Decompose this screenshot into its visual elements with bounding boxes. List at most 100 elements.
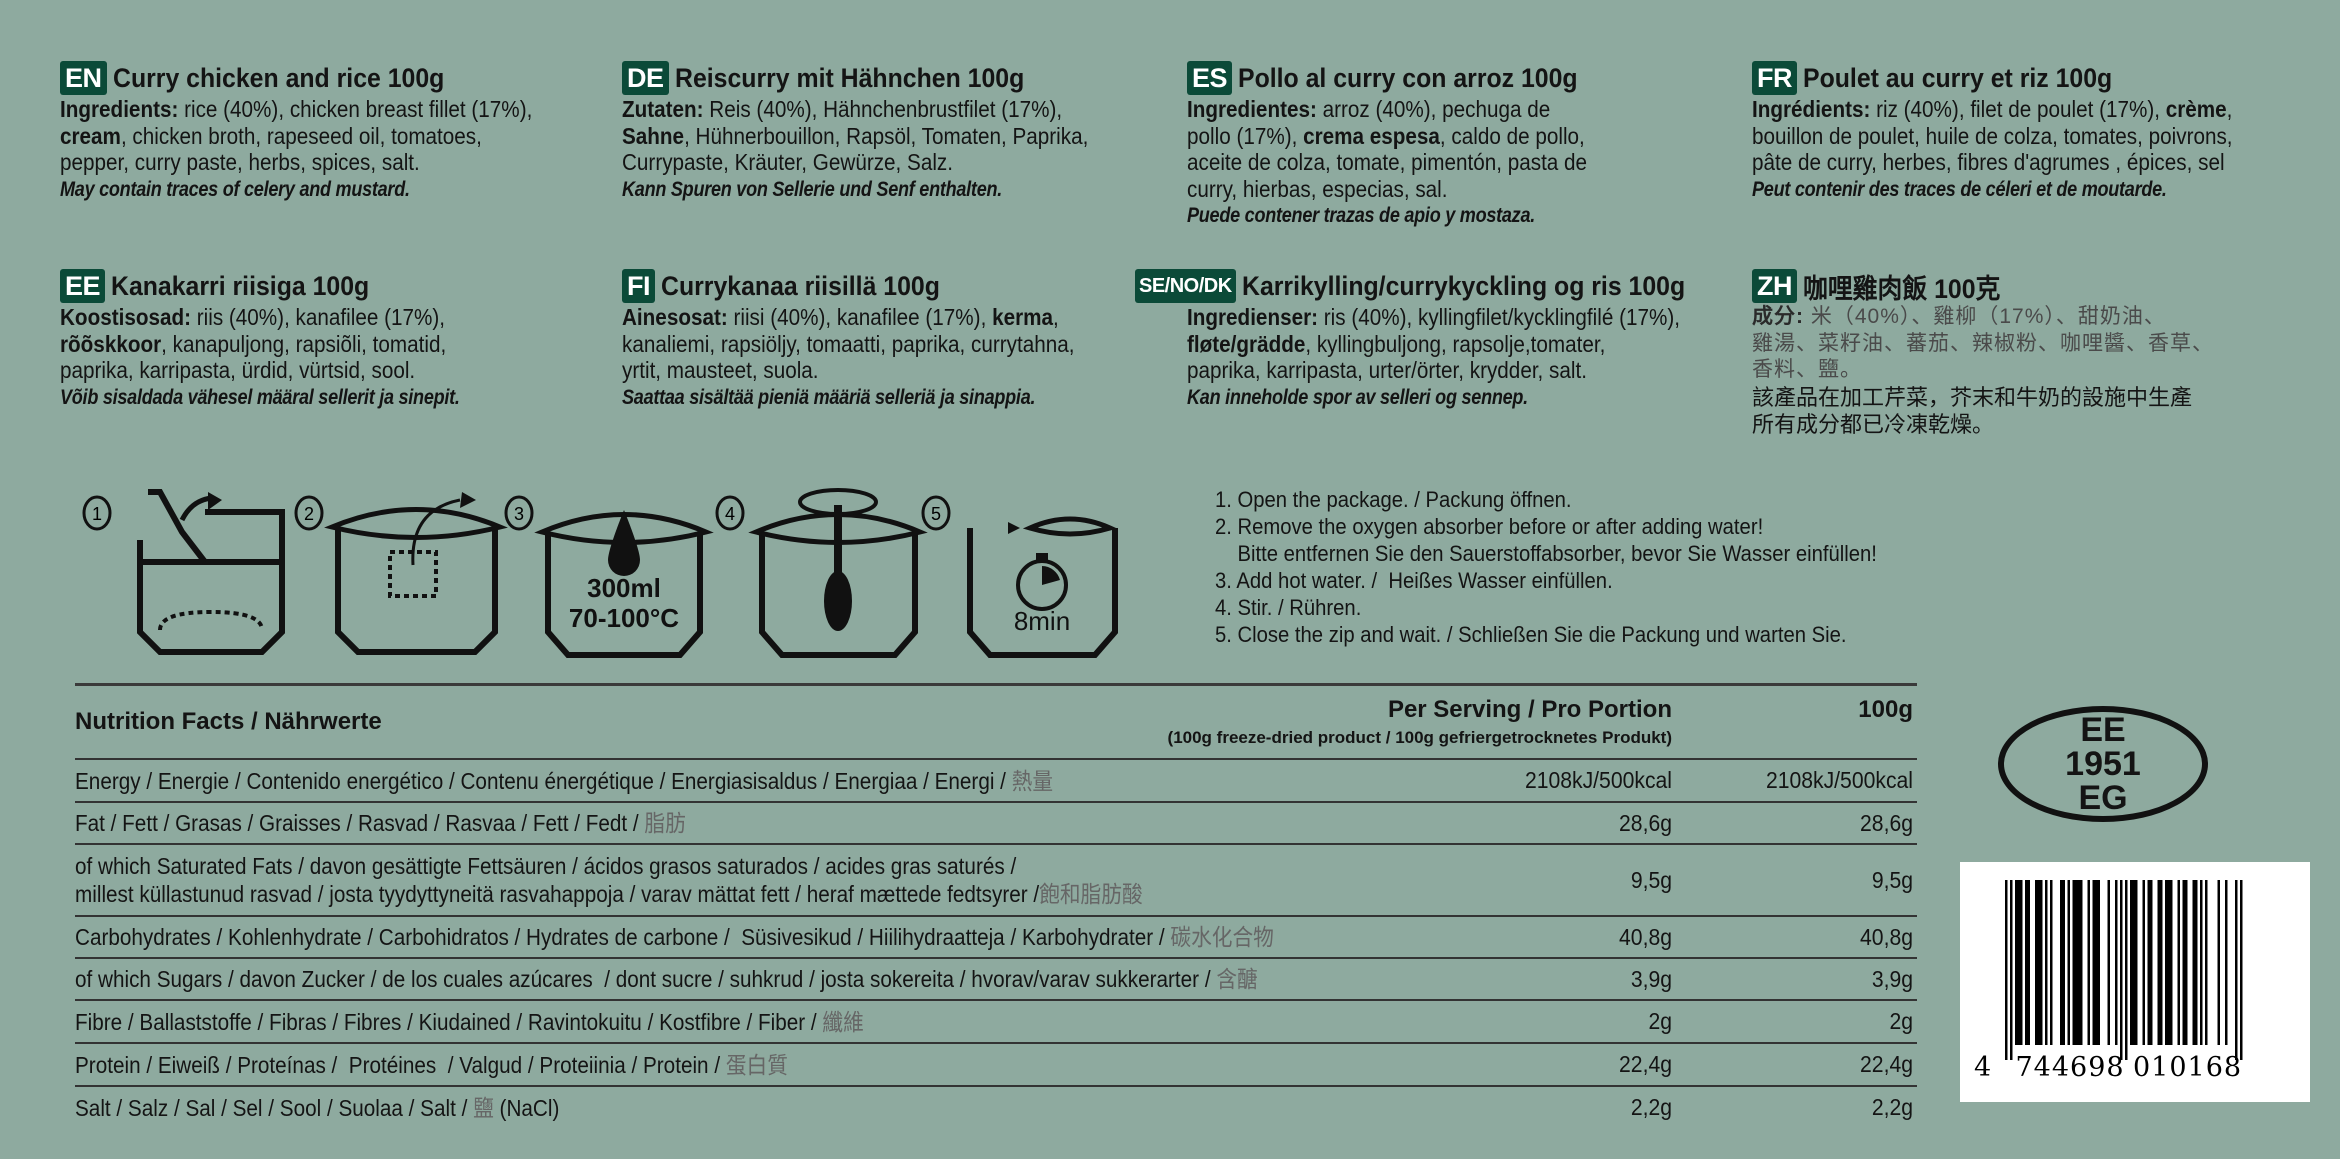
product-title: Currykanaa riisillä 100g [661,270,940,301]
ingredient-line: pâte de curry, herbes, fibres d'agrumes … [1752,149,2245,176]
nutrient-label: Energy / Energie / Contenido energético … [75,767,1012,794]
nutrition-row: Carbohydrates / Kohlenhydrate / Carbohid… [75,917,1917,959]
ingredient-line: Ingrédients: riz (40%), filet de poulet … [1752,96,2245,123]
ingredient-line: rõõskkoor, kanapuljong, rapsiõli, tomati… [60,331,553,358]
remove-absorber-icon [324,498,508,655]
add-hot-water-icon [534,512,714,658]
bold-ingredient: cream [60,122,121,149]
barcode-bar [2182,880,2185,1045]
approval-number: 1951 [2065,745,2141,783]
ingredient-line: bouillon de poulet, huile de colza, toma… [1752,123,2245,150]
ingredient-text: , kanapuljong, rapsiõli, tomatid, [161,330,447,357]
allergen-warning: Peut contenir des traces de céleri et de… [1752,177,2167,201]
step-number: 5 [931,504,941,524]
per-100g-value: 40,8g [1860,923,1913,950]
preparation-step: Bitte entfernen Sie den Sauerstoffabsorb… [1215,541,1877,566]
timer-hand-icon [1042,566,1060,585]
ingredient-text: yrtit, mausteet, suola. [622,357,819,383]
nutrition-row: Energy / Energie / Contenido energético … [75,760,1917,803]
ingredient-line: paprika, karripasta, ürdid, vürtsid, soo… [60,357,553,384]
ingredients-ee: EE Kanakarri riisiga 100g Koostisosad: rii… [60,268,620,411]
barcode-bar [2217,880,2220,1045]
arrow-icon [460,492,476,508]
allergen-warning: Puede contener trazas de apio y mostaza. [1187,204,1535,227]
barcode-bar [2015,880,2018,1045]
ingredient-text: pâte de curry, herbes, fibres d'agrumes … [1752,149,2225,175]
ingredient-text: ris (40%), kyllingfilet/kycklingfilé (17… [1318,304,1681,330]
wait-time: 8min [1014,606,1070,636]
barcode-bar [2040,880,2043,1045]
per-serving-subheader: (100g freeze-dried product / 100g gefrie… [1167,728,1672,747]
ingredient-text: pepper, curry paste, herbs, spices, salt… [60,149,420,175]
ingredient-text: riisi (40%), kanafilee (17%), [727,304,993,330]
barcode-bar [2115,880,2118,1045]
nutrition-header-row: Nutrition Facts / Nährwerte Per Serving … [75,686,1917,760]
per-100g-value: 9,5g [1871,866,1913,893]
ingredient-text: Reis (40%), Hähnchenbrustfilet (17%), [703,96,1063,122]
ingredient-text: arroz (40%), pechuga de [1316,96,1551,122]
barcode-bar [2010,880,2013,1060]
allergen-note: 該產品在加工芹菜，芥末和牛奶的設施中生產 [1752,384,2193,410]
allergen-warning: Kann Spuren von Sellerie und Senf enthal… [622,177,1003,201]
per-100g-value: 22,4g [1860,1051,1913,1077]
product-title: Pollo al curry con arroz 100g [1238,62,1578,93]
language-badge: ES [1187,61,1233,95]
ingredient-line: Ingredientes: arroz (40%), pechuga de [1187,96,1680,123]
per-serving-value: 2,2g [1630,1094,1672,1120]
nutrient-label: of which Sugars / davon Zucker / de los … [75,966,1217,992]
ingredient-text: aceite de colza, tomate, pimentón, pasta… [1187,149,1588,175]
product-title: 咖哩雞肉飯 100克 [1803,273,2001,304]
barcode-number: 4 [1974,1052,1992,1083]
per-serving-value: 2108kJ/500kcal [1524,767,1672,793]
preparation-step: 1. Open the package. / Packung öffnen. [1215,487,1572,512]
ingredient-line: Ingredients: rice (40%), chicken breast … [60,96,553,123]
ingredients-es: ES Pollo al curry con arroz 100g Ingredien… [1187,60,1747,229]
barcode-bar [2092,880,2095,1045]
spoon-icon [824,571,852,631]
ingredient-line: Sahne, Hühnerbouillon, Rapsöl, Tomaten, … [622,123,1115,150]
barcode-bar [2020,880,2023,1045]
barcode-bar [2045,880,2048,1045]
preparation-step: 5. Close the zip and wait. / Schließen S… [1215,622,1847,647]
language-badge: DE [622,61,669,95]
bold-ingredient: Ingrédients: [1752,96,1871,122]
nutrition-row: Fibre / Ballaststoffe / Fibras / Fibres … [75,1001,1917,1044]
nutrition-row: Protein / Eiweiß / Proteínas / Protéines… [75,1044,1917,1087]
ingredient-text: Currypaste, Kräuter, Gewürze, Salz. [622,149,954,175]
per-serving-value: 9,5g [1630,866,1672,893]
barcode-bar [2005,880,2008,1060]
barcode-bar [2035,880,2038,1045]
barcode-bar [2095,880,2098,1045]
water-drop-icon [608,510,640,576]
preparation-step: 3. Add hot water. / Heißes Wasser einfül… [1215,568,1613,593]
ingredient-text: 米（40%）、雞柳（17%）、甜奶油、 [1804,305,2166,328]
ingredient-text: kanaliemi, rapsiöljy, tomaatti, paprika,… [622,330,1075,357]
ingredient-line: aceite de colza, tomate, pimentón, pasta… [1187,149,1680,176]
ingredient-line: Zutaten: Reis (40%), Hähnchenbrustfilet … [622,96,1115,123]
per-100g-value: 2,2g [1871,1094,1913,1120]
ingredient-text: , [2226,96,2233,122]
per-100g-value: 28,6g [1860,809,1913,836]
nutrient-label: Fat / Fett / Grasas / Graisses / Rasvad … [75,810,645,836]
ingredients-de: DE Reiscurry mit Hähnchen 100g Zutaten: Re… [622,60,1182,203]
arrow-icon [1008,522,1020,534]
nutrition-row: of which Saturated Fats / davon gesättig… [75,845,1917,917]
allergen-warning: May contain traces of celery and mustard… [60,177,410,201]
language-badge: FR [1752,61,1797,95]
nutrition-row: Fat / Fett / Grasas / Graisses / Rasvad … [75,803,1917,845]
barcode-bar [2200,880,2203,1045]
bold-ingredient: crème [2165,96,2227,122]
ingredient-text: paprika, karripasta, urter/örter, krydde… [1187,357,1587,383]
bold-ingredient: Ingredients: [60,96,179,122]
ingredient-line: kanaliemi, rapsiöljy, tomaatti, paprika,… [622,331,1115,358]
step-number: 1 [92,504,102,524]
barcode-bar [2177,880,2180,1045]
ingredient-text: , chicken broth, rapeseed oil, tomatoes, [120,122,482,149]
barcode-bar [2037,880,2040,1045]
ingredient-text: pollo (17%), [1187,122,1304,149]
ingredient-line: fløte/grädde, kyllingbuljong, rapsolje,t… [1187,331,1634,358]
barcode-bar [2185,880,2188,1045]
per-serving-value: 22,4g [1619,1051,1672,1077]
barcode-bar [2157,880,2160,1045]
ingredient-line: Ainesosat: riisi (40%), kanafilee (17%),… [622,304,1115,331]
